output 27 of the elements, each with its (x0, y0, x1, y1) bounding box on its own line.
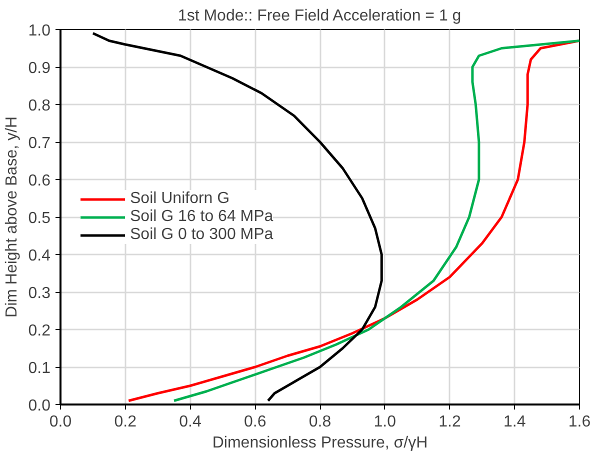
x-axis-title: Dimensionless Pressure, σ/γH (212, 434, 428, 452)
x-tick-label: 0.2 (114, 414, 137, 430)
y-tick-label: 0.3 (28, 285, 51, 302)
x-tick-label: 1.0 (374, 414, 396, 430)
y-tick-label: 0.7 (28, 135, 51, 152)
y-tick-label: 1.0 (28, 22, 51, 40)
x-tick-label: 1.4 (504, 414, 526, 430)
legend-label: Soil G 0 to 300 MPa (130, 226, 274, 244)
x-tick-label: 0.0 (49, 414, 72, 430)
y-tick-label: 0.8 (28, 98, 51, 114)
chart-title: 1st Mode:: Free Field Acceleration = 1 g (178, 8, 462, 24)
y-tick-label: 0.2 (28, 322, 51, 340)
x-tick-label: 1.2 (438, 414, 461, 430)
x-tick-label: 1.6 (568, 414, 591, 430)
legend-label: Soil G 16 to 64 MPa (130, 208, 274, 226)
legend-label: Soil Uniforn G (130, 190, 230, 208)
y-tick-label: 0.0 (28, 398, 51, 414)
y-tick-label: 0.9 (28, 60, 51, 77)
y-axis-title: Dim Height above Base, y/H (3, 116, 20, 318)
y-tick-label: 0.5 (28, 210, 51, 227)
y-tick-label: 0.1 (28, 360, 51, 377)
x-tick-label: 0.6 (244, 414, 266, 430)
x-tick-label: 0.4 (179, 414, 202, 430)
line-series (92, 32, 383, 402)
y-tick-label: 0.6 (28, 172, 51, 190)
x-tick-label: 0.8 (308, 414, 332, 430)
y-tick-label: 0.4 (28, 248, 51, 264)
